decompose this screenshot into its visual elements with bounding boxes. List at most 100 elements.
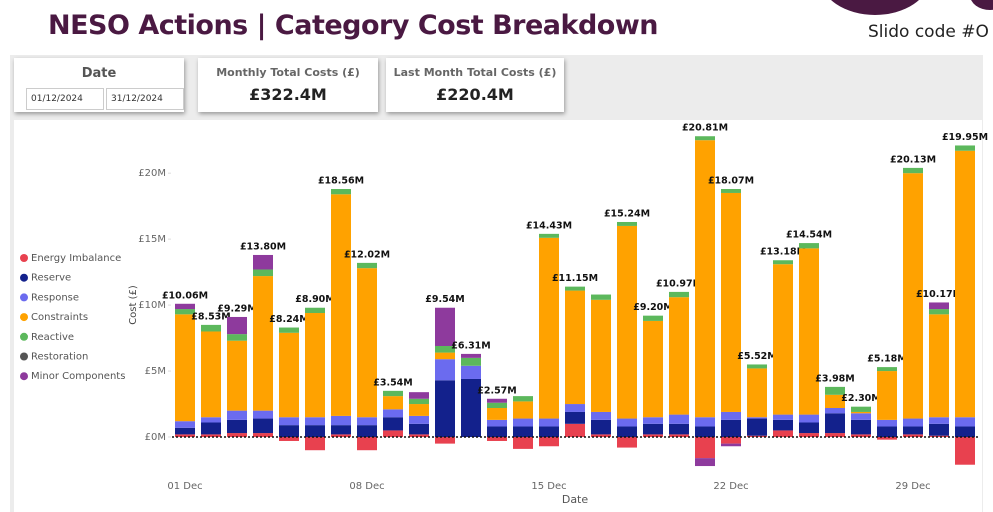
bar-segment [903, 418, 923, 427]
total-label: £12.02M [344, 249, 390, 260]
bar-segment [851, 406, 871, 412]
decoration [970, 0, 993, 10]
x-tick-label: 08 Dec [349, 481, 384, 492]
bar-segment [721, 192, 741, 412]
bar-segment [331, 415, 351, 426]
y-tick-label: £20M [138, 168, 166, 179]
legend-label: Restoration [31, 352, 88, 363]
bar-segment [877, 437, 897, 440]
bar-segment [903, 426, 923, 435]
bar-segment [747, 364, 767, 369]
bar-segment [201, 434, 221, 438]
total-label: £3.98M [815, 373, 855, 384]
bar-segment [539, 437, 559, 447]
bar-segment [877, 426, 897, 438]
legend-label: Response [31, 292, 79, 303]
bar-segment [435, 437, 455, 444]
bar-segment [643, 417, 663, 424]
legend-marker [20, 352, 28, 361]
bar-segment [253, 254, 273, 270]
total-label: £11.15M [552, 273, 598, 284]
bar-segment [461, 365, 481, 379]
legend-label: Reserve [31, 273, 71, 284]
total-label: £20.81M [682, 123, 728, 134]
bar-segment [383, 396, 403, 410]
bar-segment [201, 417, 221, 423]
bar-segment [955, 426, 975, 438]
bar-segment [721, 443, 741, 447]
kpi-card: Last Month Total Costs (£) £220.4M [386, 58, 564, 112]
total-label: £9.54M [425, 294, 465, 305]
page-title: NESO Actions | Category Cost Breakdown [48, 10, 659, 41]
legend-marker [20, 313, 28, 322]
bar-segment [487, 419, 507, 427]
kpi-title: Monthly Total Costs (£) [216, 66, 360, 79]
kpi-card: Monthly Total Costs (£) £322.4M [198, 58, 378, 112]
bar-segment [565, 286, 585, 291]
bar-segment [175, 314, 195, 422]
bar-segment [799, 243, 819, 249]
total-label: £5.18M [867, 354, 907, 365]
bar-segment [565, 290, 585, 405]
bar-segment [669, 423, 689, 435]
bar-segment [227, 433, 247, 438]
total-label: £14.54M [786, 230, 832, 241]
total-label: £20.13M [890, 154, 936, 165]
start-date[interactable]: 01/12/2024 [26, 88, 104, 110]
legend-marker [20, 293, 28, 302]
bar-segment [799, 414, 819, 423]
bar-segment [591, 299, 611, 412]
bar-segment [851, 434, 871, 438]
total-label: £19.95M [942, 132, 988, 143]
kpi-value: £220.4M [436, 85, 514, 104]
bar-segment [851, 413, 871, 420]
end-date[interactable]: 31/12/2024 [106, 88, 184, 110]
bar-segment [643, 423, 663, 435]
bar-segment [877, 371, 897, 420]
total-label: £10.06M [162, 290, 208, 301]
bar-segment [773, 430, 793, 438]
bar-segment [669, 291, 689, 298]
bar-segment [175, 434, 195, 438]
bar-segment [903, 167, 923, 174]
bar-segment [825, 407, 845, 414]
bar-segment [929, 435, 949, 438]
bar-segment [695, 417, 715, 427]
bar-segment [565, 404, 585, 412]
bar-segment [357, 437, 377, 451]
bar-segment [773, 264, 793, 415]
bar-segment [747, 417, 767, 419]
total-label: £15.24M [604, 208, 650, 219]
bar-segment [929, 423, 949, 436]
slido-code: Slido code #O [868, 22, 989, 42]
bar-segment [825, 433, 845, 438]
bar-segment [305, 437, 325, 451]
bar-segment [903, 434, 923, 438]
bar-segment [227, 419, 247, 434]
bar-segment [617, 221, 637, 226]
bar-segment [669, 434, 689, 438]
bar-segment [279, 332, 299, 418]
bar-segment [227, 410, 247, 420]
bar-segment [955, 417, 975, 427]
legend-label: Constraints [31, 312, 88, 323]
total-label: £8.24M [269, 314, 309, 325]
bar-segment [175, 309, 195, 315]
bar-segment [435, 307, 455, 346]
bar-segment [253, 276, 273, 411]
total-label: £2.30M [841, 393, 881, 404]
bar-segment [487, 437, 507, 441]
bar-segment [695, 136, 715, 141]
bar-segment [331, 425, 351, 435]
bar-segment [877, 419, 897, 427]
bar-segment [591, 411, 611, 420]
bar-segment [669, 414, 689, 424]
bar-segment [799, 433, 819, 438]
bar-segment [617, 418, 637, 427]
bar-segment [903, 173, 923, 419]
bar-segment [461, 357, 481, 366]
bar-segment [435, 380, 455, 438]
total-label: £13.18M [760, 247, 806, 258]
bar-segment [617, 225, 637, 419]
